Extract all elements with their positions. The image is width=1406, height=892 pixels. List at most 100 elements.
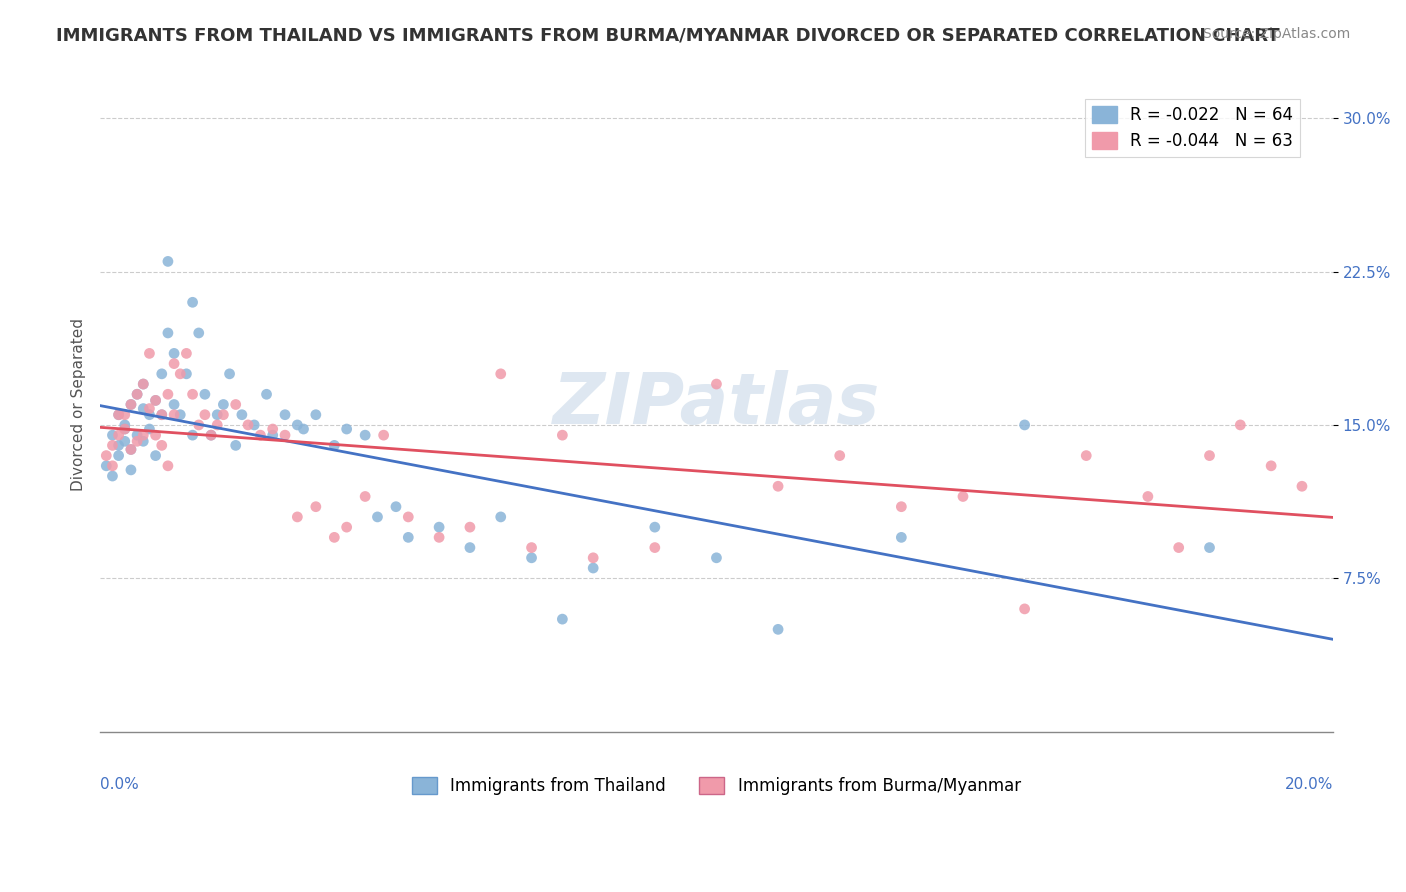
Point — [120, 442, 142, 457]
Point — [1014, 417, 1036, 432]
Point — [828, 449, 851, 463]
Point — [163, 397, 186, 411]
Point — [200, 428, 222, 442]
Point — [706, 550, 728, 565]
Point — [396, 530, 419, 544]
Point — [163, 346, 186, 360]
Point — [163, 408, 186, 422]
Point — [114, 417, 136, 432]
Point — [156, 387, 179, 401]
Point — [582, 550, 605, 565]
Point — [249, 428, 271, 442]
Point — [169, 367, 191, 381]
Point — [285, 417, 308, 432]
Point — [427, 520, 450, 534]
Point — [385, 500, 408, 514]
Point — [458, 520, 481, 534]
Point — [107, 428, 129, 442]
Point — [132, 401, 155, 416]
Point — [890, 530, 912, 544]
Point — [354, 490, 377, 504]
Point — [207, 408, 229, 422]
Point — [952, 490, 974, 504]
Point — [458, 541, 481, 555]
Point — [145, 428, 167, 442]
Point — [194, 387, 217, 401]
Point — [127, 434, 149, 449]
Point — [101, 469, 124, 483]
Point — [489, 367, 512, 381]
Point — [1198, 541, 1220, 555]
Point — [107, 408, 129, 422]
Point — [127, 428, 149, 442]
Point — [354, 428, 377, 442]
Point — [145, 393, 167, 408]
Point — [156, 458, 179, 473]
Point — [489, 510, 512, 524]
Point — [292, 422, 315, 436]
Point — [207, 417, 229, 432]
Point — [396, 510, 419, 524]
Point — [373, 428, 395, 442]
Point — [114, 422, 136, 436]
Point — [145, 449, 167, 463]
Point — [150, 367, 173, 381]
Point — [1076, 449, 1098, 463]
Point — [305, 408, 328, 422]
Y-axis label: Divorced or Separated: Divorced or Separated — [72, 318, 86, 491]
Point — [114, 408, 136, 422]
Text: 20.0%: 20.0% — [1285, 777, 1333, 792]
Point — [336, 520, 359, 534]
Point — [256, 387, 278, 401]
Point — [114, 434, 136, 449]
Point — [101, 458, 124, 473]
Point — [582, 561, 605, 575]
Point — [1229, 417, 1251, 432]
Point — [212, 408, 235, 422]
Text: 0.0%: 0.0% — [100, 777, 139, 792]
Point — [336, 422, 359, 436]
Point — [1198, 449, 1220, 463]
Point — [285, 510, 308, 524]
Point — [520, 541, 543, 555]
Point — [156, 254, 179, 268]
Point — [1136, 490, 1159, 504]
Point — [1291, 479, 1313, 493]
Point — [551, 428, 574, 442]
Point — [274, 428, 297, 442]
Point — [218, 367, 240, 381]
Point — [120, 397, 142, 411]
Point — [323, 438, 346, 452]
Point — [200, 428, 222, 442]
Point — [236, 417, 259, 432]
Point — [96, 449, 118, 463]
Point — [187, 326, 209, 340]
Point — [766, 623, 789, 637]
Point — [96, 458, 118, 473]
Point — [127, 387, 149, 401]
Point — [145, 393, 167, 408]
Point — [156, 326, 179, 340]
Point — [225, 438, 247, 452]
Point — [150, 408, 173, 422]
Point — [101, 428, 124, 442]
Point — [305, 500, 328, 514]
Point — [176, 367, 198, 381]
Point — [706, 377, 728, 392]
Point — [181, 295, 204, 310]
Point — [766, 479, 789, 493]
Text: IMMIGRANTS FROM THAILAND VS IMMIGRANTS FROM BURMA/MYANMAR DIVORCED OR SEPARATED : IMMIGRANTS FROM THAILAND VS IMMIGRANTS F… — [56, 27, 1279, 45]
Point — [243, 417, 266, 432]
Point — [181, 428, 204, 442]
Point — [323, 530, 346, 544]
Point — [132, 428, 155, 442]
Point — [101, 438, 124, 452]
Point — [890, 500, 912, 514]
Point — [127, 387, 149, 401]
Point — [120, 397, 142, 411]
Point — [212, 397, 235, 411]
Text: Source: ZipAtlas.com: Source: ZipAtlas.com — [1202, 27, 1350, 41]
Point — [138, 422, 160, 436]
Point — [138, 346, 160, 360]
Point — [114, 422, 136, 436]
